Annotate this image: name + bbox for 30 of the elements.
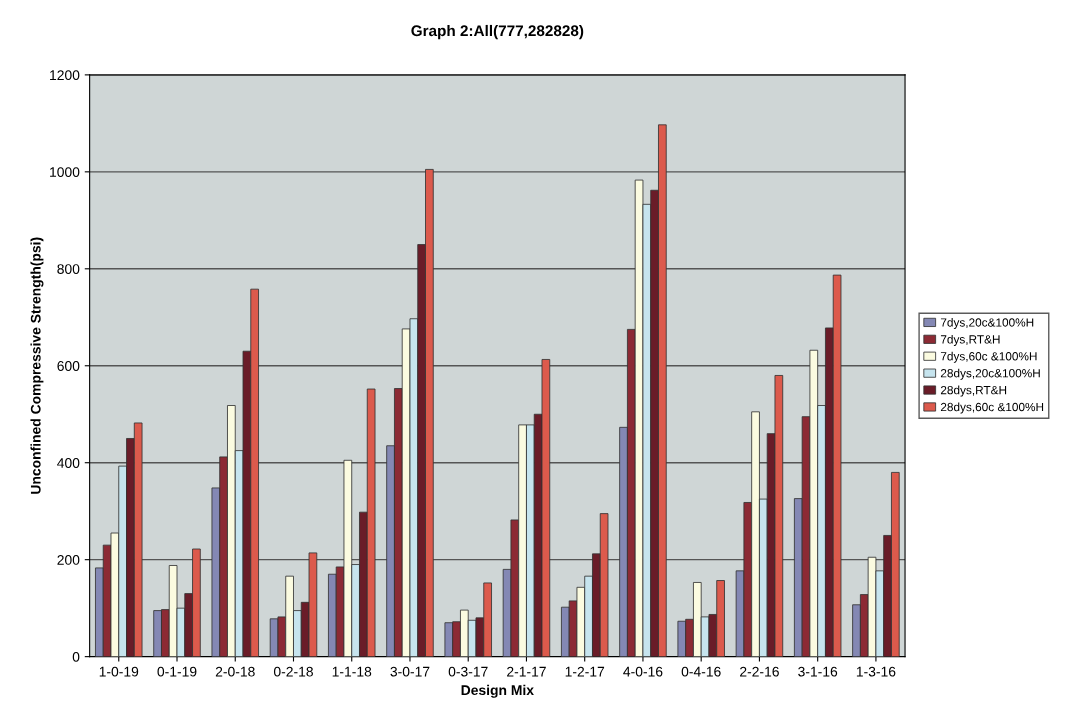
legend-label: 7dys,20c&100%H: [940, 317, 1034, 329]
y-tick-label: 0: [72, 651, 80, 662]
y-tick-label: 1200: [50, 70, 80, 81]
x-axis-title: Design Mix: [461, 684, 534, 698]
x-tick-label: 0-1-19: [157, 666, 197, 677]
x-tick-label: 1-1-18: [332, 666, 372, 677]
x-tick-label: 3-0-17: [390, 666, 430, 677]
y-tick-label: 200: [57, 555, 80, 565]
x-tick-label: 2-0-18: [215, 666, 255, 677]
legend-label: 7dys,60c &100%H: [940, 351, 1037, 363]
x-tick-label: 0-3-17: [448, 666, 488, 677]
y-tick-label: 400: [57, 458, 80, 468]
y-tick-label: 600: [57, 361, 80, 371]
x-tick-label: 1-2-17: [565, 666, 605, 677]
x-tick-label: 1-0-19: [99, 666, 139, 677]
legend-label: 28dys,RT&H: [940, 385, 1007, 397]
x-tick-label: 2-1-17: [507, 666, 546, 677]
x-tick-label: 0-4-16: [681, 666, 721, 677]
x-tick-label: 2-2-16: [740, 666, 779, 677]
x-tick-label: 3-1-16: [798, 666, 838, 677]
x-tick-label: 0-2-18: [273, 666, 313, 677]
chart-title: Graph 2:All(777,282828): [411, 24, 584, 40]
legend-label: 28dys,60c &100%H: [940, 402, 1044, 414]
y-tick-label: 1000: [50, 167, 80, 178]
legend-label: 7dys,RT&H: [940, 334, 1000, 346]
x-tick-label: 1-3-16: [856, 666, 896, 677]
y-tick-label: 800: [57, 264, 80, 274]
x-tick-label: 4-0-16: [623, 666, 663, 677]
legend-label: 28dys,20c&100%H: [940, 368, 1040, 380]
y-axis-title: Unconfined Compressive Strength(psi): [30, 237, 44, 494]
